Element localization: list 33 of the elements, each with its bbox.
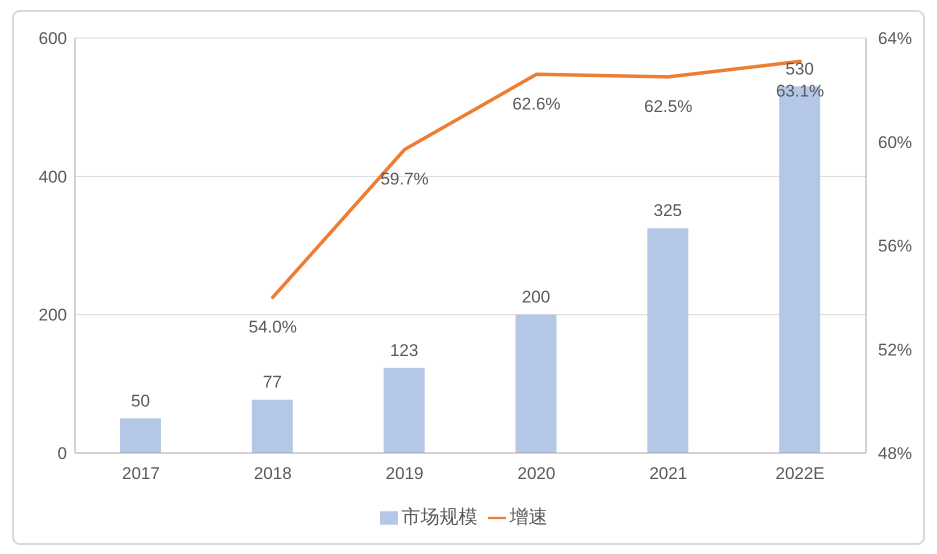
legend-label: 市场规模 — [402, 507, 478, 528]
data-label: 62.5% — [644, 96, 692, 116]
bar — [120, 418, 161, 453]
legend-label: 增速 — [510, 507, 548, 528]
data-label: 50 — [131, 391, 150, 410]
data-label: 77 — [262, 372, 282, 392]
data-label: 200 — [522, 288, 550, 307]
data-label: 530 — [785, 59, 814, 78]
y2-tick-label: 52% — [878, 340, 912, 360]
bar — [384, 368, 425, 453]
data-label: 54.0% — [248, 317, 297, 336]
y2-tick-label: 56% — [878, 236, 912, 256]
y-tick-label: 400 — [38, 167, 67, 186]
bar — [516, 314, 556, 453]
x-tick-label: 2018 — [254, 464, 292, 484]
x-tick-label: 2020 — [518, 464, 556, 484]
data-label: 63.1% — [776, 81, 824, 100]
data-label: 325 — [654, 201, 682, 220]
y2-tick-label: 48% — [878, 444, 912, 464]
y-tick-label: 0 — [58, 444, 67, 464]
data-label: 123 — [390, 340, 418, 360]
data-label: 59.7% — [380, 170, 429, 189]
x-tick-label: 2017 — [122, 464, 160, 484]
x-tick-label: 2022E — [775, 464, 825, 484]
y-tick-label: 200 — [38, 306, 67, 325]
bar — [647, 228, 688, 453]
y2-tick-label: 64% — [878, 29, 912, 48]
x-tick-label: 2021 — [649, 464, 688, 484]
bar — [252, 400, 293, 453]
data-label: 62.6% — [512, 94, 561, 114]
x-tick-label: 2019 — [386, 464, 424, 484]
y-tick-label: 600 — [38, 29, 67, 48]
y2-tick-label: 60% — [878, 132, 912, 152]
